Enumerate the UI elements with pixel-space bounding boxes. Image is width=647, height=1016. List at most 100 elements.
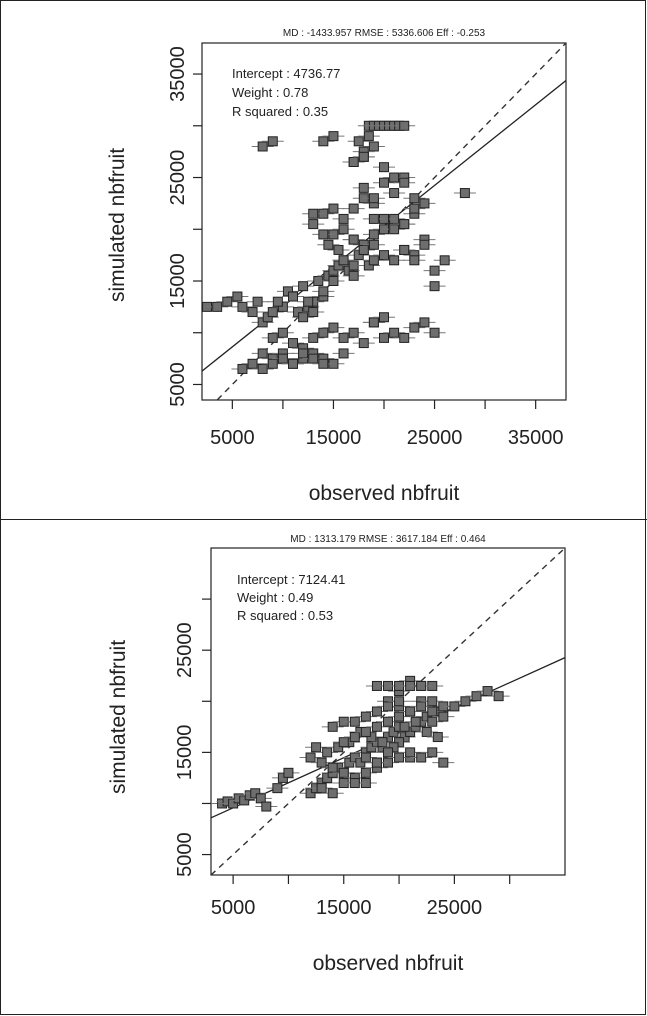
y-tick-label: 25000 xyxy=(167,150,189,206)
data-point xyxy=(322,276,345,286)
x-axis-label: observed nbfruit xyxy=(309,482,460,505)
x-axis-label: observed nbfruit xyxy=(313,952,464,975)
data-point xyxy=(403,193,426,204)
data-point xyxy=(316,772,339,783)
data-point xyxy=(373,162,395,173)
data-point xyxy=(302,353,325,364)
data-point xyxy=(305,742,328,753)
data-point xyxy=(342,270,365,281)
data-point xyxy=(312,136,335,147)
identity-line xyxy=(211,548,565,875)
plot-area xyxy=(202,43,566,400)
data-point xyxy=(393,332,416,343)
data-point xyxy=(332,767,355,778)
data-point xyxy=(413,317,436,328)
data-point xyxy=(342,203,365,214)
stats-header: MD : -1433.957 RMSE : 5336.606 Eff : -0.… xyxy=(283,28,486,39)
data-point xyxy=(403,255,426,266)
data-point xyxy=(251,317,274,328)
data-point xyxy=(347,250,370,261)
data-point xyxy=(362,193,385,204)
data-point xyxy=(332,348,355,359)
data-point xyxy=(362,239,385,250)
data-point xyxy=(365,757,388,768)
data-point xyxy=(383,327,406,338)
data-point xyxy=(282,358,304,369)
data-point xyxy=(316,747,339,758)
data-point xyxy=(382,742,405,753)
data-point xyxy=(277,767,300,778)
data-point xyxy=(371,737,394,748)
data-point xyxy=(327,742,350,753)
data-point xyxy=(373,312,395,323)
data-point xyxy=(343,732,366,743)
data-point xyxy=(362,317,385,328)
data-point xyxy=(352,244,375,255)
data-point xyxy=(266,783,289,794)
data-point xyxy=(413,239,436,250)
data-point xyxy=(322,131,345,142)
data-point xyxy=(251,363,274,374)
data-point xyxy=(282,291,304,302)
data-point xyxy=(362,229,385,240)
y-tick-label: 35000 xyxy=(167,46,189,102)
data-point xyxy=(354,752,377,763)
data-point xyxy=(453,188,476,199)
data-point xyxy=(317,270,340,281)
data-point xyxy=(206,301,229,312)
data-point xyxy=(421,706,444,717)
data-point xyxy=(388,711,411,722)
data-point xyxy=(261,332,284,343)
data-point xyxy=(373,250,395,261)
data-point xyxy=(413,198,436,209)
data-point xyxy=(432,711,455,722)
data-point xyxy=(322,203,345,214)
x-tick-label: 25000 xyxy=(407,427,463,449)
data-point xyxy=(343,716,366,727)
data-point xyxy=(383,224,406,235)
data-point xyxy=(271,353,294,364)
data-point xyxy=(377,701,399,712)
data-point xyxy=(302,307,325,318)
data-point xyxy=(403,203,426,214)
data-point xyxy=(271,772,294,783)
x-tick-label: 15000 xyxy=(306,427,362,449)
data-point xyxy=(403,322,426,333)
y-axis-label: simulated nbfruit xyxy=(107,640,130,794)
data-point xyxy=(354,726,377,737)
data-point xyxy=(337,265,360,276)
data-point xyxy=(299,752,322,763)
data-point xyxy=(373,177,395,188)
data-point xyxy=(302,208,325,219)
y-tick-label: 15000 xyxy=(167,253,189,309)
data-point xyxy=(365,721,388,732)
data-point xyxy=(393,244,416,255)
plot-frame xyxy=(210,547,566,876)
data-point xyxy=(342,157,365,167)
y-tick-label: 5000 xyxy=(167,362,189,407)
data-point xyxy=(393,219,416,230)
data-point xyxy=(332,332,355,343)
data-point xyxy=(415,726,438,737)
y-axis-label: simulated nbfruit xyxy=(106,148,129,302)
stats-header: MD : 1313.179 RMSE : 3617.184 Eff : 0.46… xyxy=(290,534,486,545)
x-tick-label: 15000 xyxy=(316,897,372,919)
data-point xyxy=(312,327,335,338)
data-point xyxy=(423,281,446,292)
x-tick-label: 35000 xyxy=(508,427,564,449)
data-point xyxy=(332,213,355,224)
y-tick-label: 5000 xyxy=(174,832,196,877)
data-point xyxy=(216,296,239,307)
data-point xyxy=(362,255,385,266)
data-point xyxy=(233,795,256,806)
data-point xyxy=(251,141,274,152)
data-point xyxy=(352,151,375,162)
data-point xyxy=(255,801,278,812)
data-point xyxy=(342,327,365,338)
identity-line xyxy=(216,43,566,400)
data-point xyxy=(282,338,304,349)
data-point xyxy=(354,767,377,778)
x-tick-label: 5000 xyxy=(210,427,255,449)
scatter-chart-top: 5000 15000 25000 35000 5000 15000 25000 35000 MD… xyxy=(106,28,567,505)
